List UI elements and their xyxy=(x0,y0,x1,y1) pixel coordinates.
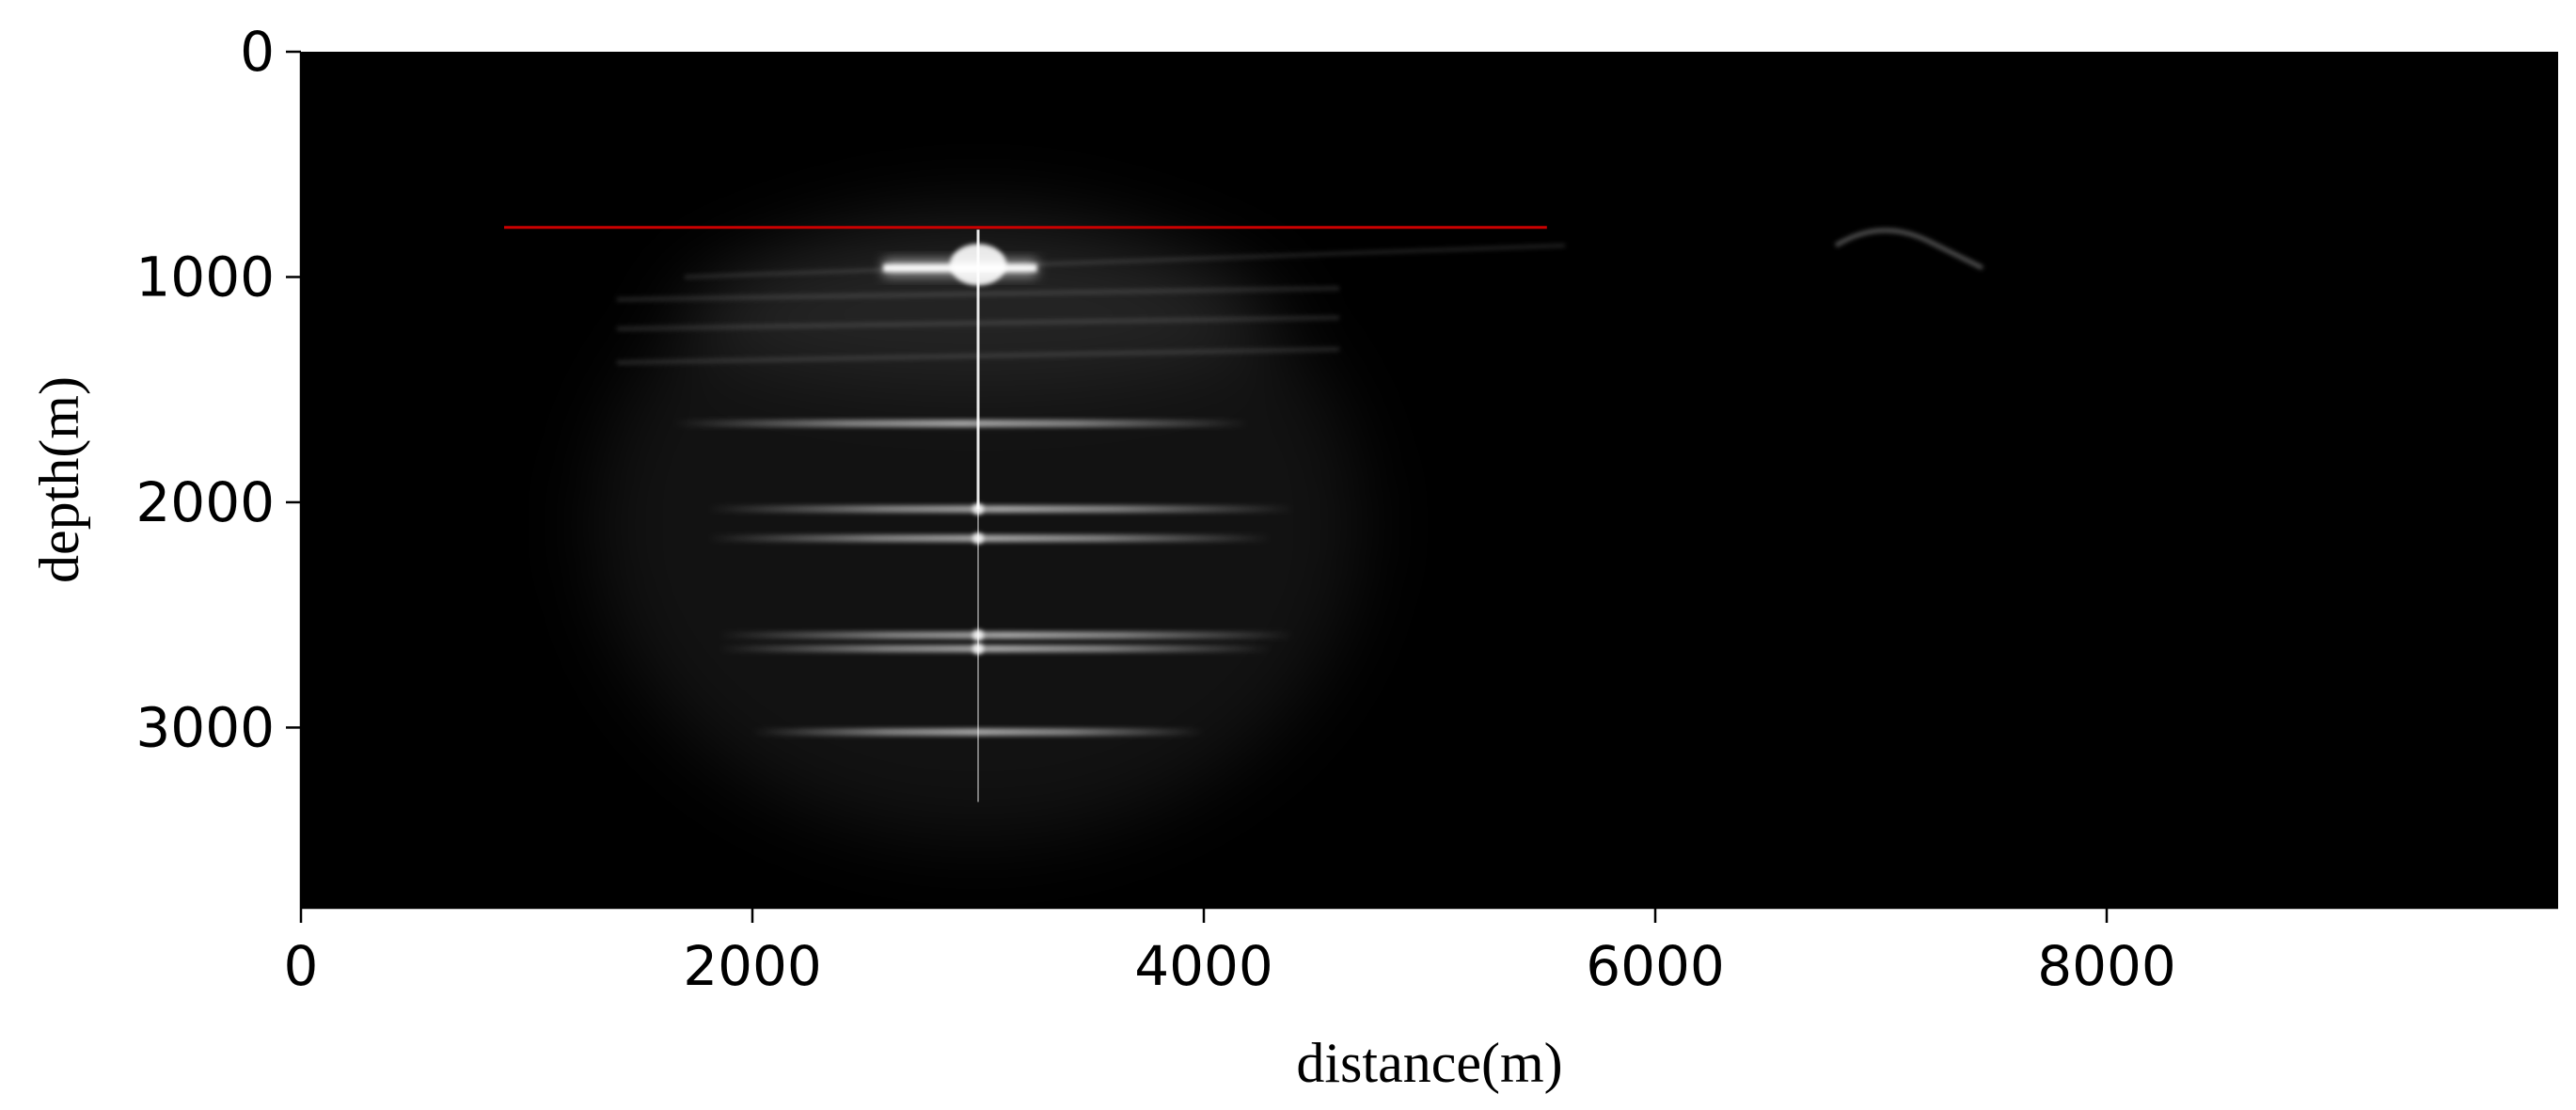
reflector-line xyxy=(707,534,1272,543)
reflector-line xyxy=(707,505,1294,514)
trace-point xyxy=(972,503,984,515)
x-tick-label: 2000 xyxy=(683,934,822,998)
reflector-line xyxy=(719,631,1294,640)
feature-group xyxy=(883,228,1984,802)
y-tick-label: 2000 xyxy=(135,470,275,534)
x-tick-label: 0 xyxy=(284,934,319,998)
x-tick-label: 6000 xyxy=(1586,934,1725,998)
axes: 0 2000 4000 6000 8000 0 1000 2000 3000 xyxy=(135,20,2558,998)
trace-point xyxy=(972,629,984,642)
x-tick-label: 8000 xyxy=(2037,934,2176,998)
y-tick-label: 3000 xyxy=(135,695,275,759)
faint-bump xyxy=(1834,228,1984,271)
reflector-line xyxy=(673,420,1249,428)
trace-point xyxy=(972,532,984,545)
y-tick-label: 1000 xyxy=(135,245,275,309)
reflector-line xyxy=(719,644,1272,653)
trace-point xyxy=(972,642,984,655)
faint-reflector xyxy=(684,243,1566,279)
x-tick-label: 4000 xyxy=(1134,934,1273,998)
x-axis-label: distance(m) xyxy=(1296,1032,1562,1094)
y-axis-label: depth(m) xyxy=(28,376,90,583)
y-tick-label: 0 xyxy=(240,20,275,84)
bright-spot xyxy=(950,244,1006,286)
